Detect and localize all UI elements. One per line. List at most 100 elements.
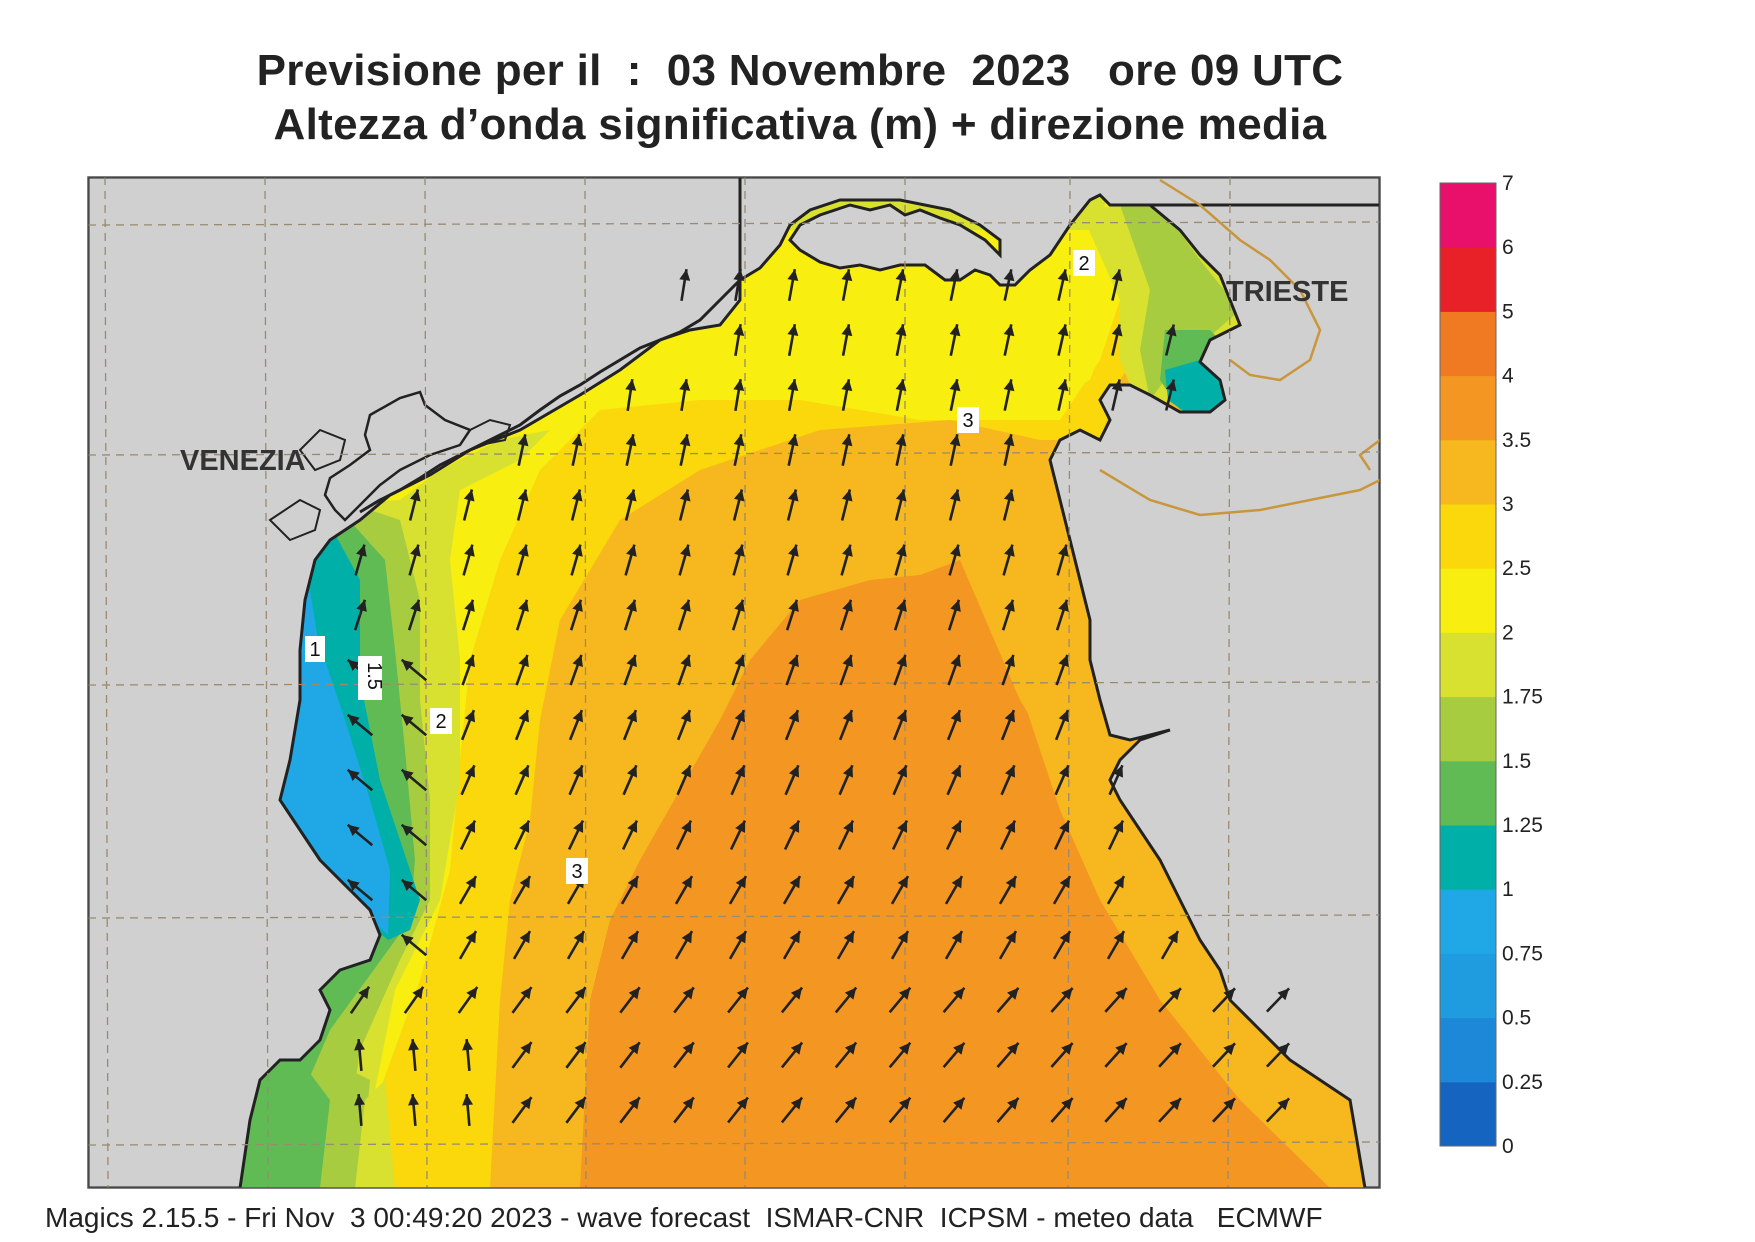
colorbar-tick-label: 4 <box>1502 365 1514 388</box>
wave-direction-arrow-head <box>1111 269 1123 282</box>
wave-direction-arrow-head <box>896 654 907 668</box>
wave-direction-arrow-head <box>1061 1098 1073 1110</box>
wave-direction-arrow-head <box>1111 379 1123 392</box>
colorbar-swatch <box>1440 1017 1496 1083</box>
wave-direction-arrow-head <box>574 987 586 1000</box>
contour-label-3-north: 3 <box>957 407 979 433</box>
wave-direction-arrow-head <box>734 654 745 668</box>
wave-direction-arrow-head <box>1058 599 1069 612</box>
colorbar-swatch <box>1440 760 1496 826</box>
wave-direction-arrow-head <box>788 710 799 723</box>
wave-direction-arrow-head <box>347 879 360 891</box>
wave-direction-arrow-head <box>464 544 475 557</box>
wave-direction-arrow-head <box>787 489 799 502</box>
wave-direction-arrow-head <box>733 489 745 502</box>
wave-direction-arrow-head <box>679 269 691 281</box>
wave-direction-arrow-head <box>409 489 421 502</box>
wave-direction-arrow-head <box>1005 931 1016 944</box>
colorbar-tick-label: 6 <box>1502 236 1514 259</box>
wave-direction-arrow-head <box>465 876 476 889</box>
wave-direction-arrow-head <box>950 654 961 668</box>
wave-direction-arrow-head <box>410 599 421 612</box>
wave-direction-arrow-head <box>841 379 853 392</box>
wave-direction-arrow-head <box>843 931 854 944</box>
colorbar-tick-label: 0.75 <box>1502 942 1543 965</box>
wave-direction-arrow-head <box>627 931 638 944</box>
wave-direction-arrow-head <box>733 379 745 391</box>
wave-direction-arrow-head <box>1113 765 1123 778</box>
wave-direction-arrow-head <box>627 876 638 889</box>
wave-direction-arrow-head <box>517 489 529 502</box>
wave-direction-arrow-head <box>789 765 799 778</box>
svg-text:1.5: 1.5 <box>363 662 385 690</box>
wave-direction-arrow-head <box>733 269 745 281</box>
colorbar-swatch <box>1440 696 1496 762</box>
wave-direction-arrow-head <box>1059 820 1070 833</box>
wave-direction-arrow-head <box>1003 379 1015 392</box>
colorbar-tick-label: 0.25 <box>1502 1071 1543 1094</box>
wave-direction-arrow-head <box>401 879 414 891</box>
wave-direction-arrow-head <box>1007 1097 1019 1110</box>
wave-direction-arrow-head <box>736 1042 748 1055</box>
wave-direction-arrow-head <box>520 1097 532 1110</box>
wave-direction-arrow-head <box>787 324 799 336</box>
wave-direction-arrow-head <box>466 987 478 1000</box>
colorbar-tick-label: 0.5 <box>1502 1007 1531 1030</box>
wave-direction-arrow-head <box>949 434 961 447</box>
wave-direction-arrow-head <box>1223 1098 1235 1111</box>
wave-direction-arrow-head <box>953 1042 965 1055</box>
wave-direction-arrow-head <box>356 599 367 612</box>
wave-direction-arrow-head <box>953 1097 965 1110</box>
wave-direction-arrow-head <box>787 269 799 281</box>
wave-direction-arrow-head <box>895 269 907 282</box>
wave-direction-arrow-head <box>949 489 961 502</box>
wave-direction-arrow-head <box>1005 820 1016 833</box>
wave-direction-arrow-head <box>347 769 360 781</box>
wave-direction-arrow-head <box>1007 987 1019 1000</box>
wave-direction-arrow-head <box>1277 1043 1290 1056</box>
wave-direction-arrow-head <box>1169 988 1181 1001</box>
wave-direction-arrow-head <box>574 1042 586 1055</box>
wave-direction-arrow-head <box>401 769 414 781</box>
wave-direction-arrow-head <box>1165 324 1177 337</box>
colorbar-tick-label: 1.75 <box>1502 686 1543 709</box>
wave-direction-arrow-head <box>626 710 637 723</box>
wave-direction-arrow-head <box>401 714 414 726</box>
wave-direction-arrow-head <box>408 1039 419 1051</box>
wave-direction-arrow-head <box>625 489 637 502</box>
svg-text:2: 2 <box>1078 253 1089 275</box>
wave-direction-arrow-head <box>462 1039 473 1051</box>
national-border-2 <box>1358 439 1380 471</box>
wave-direction-arrow-head <box>682 1042 694 1055</box>
wave-direction-arrow-head <box>789 820 800 833</box>
wave-direction-arrow-head <box>1003 269 1015 282</box>
colorbar-tick-label: 7 <box>1502 172 1514 195</box>
wave-direction-arrow-head <box>899 987 911 1000</box>
city-label-venezia: VENEZIA <box>180 445 306 477</box>
wave-direction-arrow-head <box>347 714 360 726</box>
wave-direction-arrow-head <box>1059 765 1069 778</box>
colorbar-swatch <box>1440 1081 1496 1147</box>
wave-direction-arrow-head <box>354 1094 365 1106</box>
colorbar-tick-label: 3.5 <box>1502 429 1531 452</box>
wave-direction-arrow-head <box>788 654 799 668</box>
contour-label-1: 1 <box>305 636 325 662</box>
wave-direction-arrow-head <box>519 765 529 778</box>
contour-label-1.5: 1.5 <box>358 656 385 700</box>
wave-direction-arrow-head <box>680 544 691 557</box>
wave-direction-arrow-head <box>1167 931 1178 944</box>
wave-direction-arrow-head <box>1004 710 1015 723</box>
wave-direction-arrow-head <box>896 710 907 723</box>
wave-direction-arrow-head <box>1223 988 1235 1001</box>
wave-direction-arrow-head <box>1058 710 1069 723</box>
wave-direction-arrow-head <box>1058 544 1069 557</box>
colorbar-swatch <box>1440 375 1496 441</box>
wave-direction-arrow-head <box>1115 1043 1127 1055</box>
wave-direction-arrow-head <box>735 931 746 944</box>
wave-direction-arrow-head <box>843 820 854 833</box>
wave-direction-arrow-head <box>572 654 583 668</box>
wave-direction-arrow-head <box>1005 876 1016 889</box>
land-west <box>88 177 742 1188</box>
colorbar-swatch <box>1440 632 1496 698</box>
wave-direction-arrow-head <box>896 544 907 557</box>
